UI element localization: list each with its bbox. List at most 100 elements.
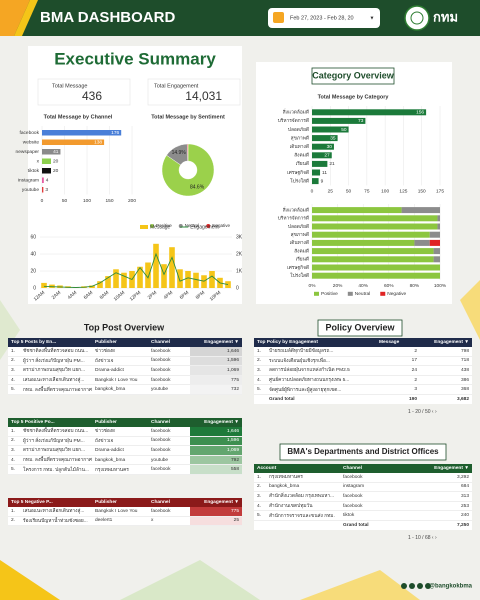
legend-label: Negative xyxy=(212,223,230,228)
data-table: Top 5 Positive Po... Publisher Channel Enga… xyxy=(8,418,242,475)
column-header[interactable]: Engagement ▼ xyxy=(190,418,242,427)
pager-prev[interactable]: ‹ xyxy=(430,535,435,541)
logo-text: กทม xyxy=(433,9,458,24)
x-tick-label: 125 xyxy=(399,189,407,195)
bar-segment xyxy=(437,215,440,222)
header-row: Top 5 Negative P... Publisher Channel Engag… xyxy=(8,498,242,507)
logo-emblem xyxy=(410,11,424,25)
table-cell: 2. xyxy=(8,436,20,447)
x-tick-label: 150 xyxy=(105,198,113,204)
column-header[interactable]: Engagement ▼ xyxy=(190,338,243,347)
date-range: Feb 27, 2023 - Feb 28, 20 xyxy=(290,15,354,21)
y-tick-label: youtube xyxy=(22,187,39,193)
bar-segment xyxy=(401,207,440,214)
y-tick-label: สังคมดี xyxy=(294,152,309,159)
y-tick-label: 40 xyxy=(30,251,36,257)
table-row: 2. ร้องเรียนปัญหาน้ำท่วมขังซอย... deelert1… xyxy=(8,516,242,527)
table-cell: กทม. ลงพื้นที่ตรวจคุณภาพอากาศ... xyxy=(20,384,93,395)
table-row: 1. เสนอแนะทางเลือกเดินทางสู่... Bangkok I … xyxy=(8,507,242,517)
header-row: Top 5 Posts by En... Publisher Channel Enga… xyxy=(8,338,243,347)
table-cell: facebook xyxy=(340,501,417,512)
bar xyxy=(312,126,349,133)
table-cell: ผู้ว่าฯ สั่งเร่งแก้ปัญหาฝุ่น PM... xyxy=(20,356,93,367)
category-title-box xyxy=(311,67,395,85)
y-tick-label: สุขภาพดี xyxy=(291,134,309,141)
logo-emblem xyxy=(404,5,430,31)
table-cell: สำนักงานเขตปทุมวัน xyxy=(266,501,341,512)
bar xyxy=(193,272,199,288)
table-cell: facebook xyxy=(148,445,190,456)
bar xyxy=(42,139,105,145)
table-cell: 4. xyxy=(8,455,20,466)
bar xyxy=(97,281,103,288)
x-tick-label: 6PM xyxy=(179,290,190,301)
table-row: 2. bangkok_bma instagram 684 xyxy=(254,482,473,493)
table-cell: 438 xyxy=(420,365,473,376)
date-picker[interactable] xyxy=(268,8,380,28)
bar xyxy=(105,276,111,288)
table-row: 1. กรุงเทพมหานคร facebook 3,292 xyxy=(254,473,473,483)
x-tick-label: 2AM xyxy=(51,290,62,301)
table-cell: facebook xyxy=(148,464,190,475)
legend-swatch xyxy=(140,225,148,229)
data-label: 30 xyxy=(327,144,333,150)
table-cell: ชัชชาติลงพื้นที่ตรวจสอบ ถนน... xyxy=(20,427,92,437)
pager-next[interactable]: › xyxy=(434,535,437,541)
column-header[interactable]: Engagement ▼ xyxy=(416,464,473,473)
kpi-box xyxy=(147,78,241,106)
column-header: Publisher xyxy=(92,338,149,347)
table-row: 4. ศูนย์ความปลอดภัยทางถนนกรุงเทพ 5... 2 386 xyxy=(254,375,473,386)
table-cell: Drama-addict xyxy=(92,365,149,376)
legend-swatch xyxy=(150,224,154,228)
table-cell xyxy=(254,394,266,403)
column-header: Account xyxy=(254,464,341,473)
data-label: 73 xyxy=(358,118,364,124)
table-cell: 17 xyxy=(376,356,421,367)
decor xyxy=(0,300,20,360)
table-cell: จัดศูนย์ผู้พิการและผู้สูงอายุทุกเขต... xyxy=(266,384,377,395)
bar-segment xyxy=(312,231,430,238)
column-header[interactable]: Engagement ▼ xyxy=(190,498,242,507)
social-icon[interactable] xyxy=(401,583,407,589)
table-cell: ลดการปล่อยฝุ่นจากแหล่งกำเนิด PM2.5 xyxy=(266,365,377,376)
table-cell: 1,596 xyxy=(190,436,242,447)
x-tick-label: 100% xyxy=(434,283,447,289)
table-cell: facebook xyxy=(148,375,191,386)
column-header: Channel xyxy=(340,464,417,473)
x-tick-label: 0% xyxy=(309,283,317,289)
section-title: Policy Overview xyxy=(325,322,395,332)
column-header: Channel xyxy=(148,418,190,427)
bar-segment xyxy=(429,231,440,238)
y-tick-label: ปลอดภัยดี xyxy=(288,126,309,133)
column-header[interactable]: Engagement ▼ xyxy=(420,338,473,347)
social-icon[interactable] xyxy=(425,583,431,589)
social-icon[interactable] xyxy=(417,583,423,589)
legend-swatch xyxy=(206,224,211,228)
bar-segment xyxy=(414,239,430,246)
y-tick-label: เดินทางดี xyxy=(290,143,309,150)
bar xyxy=(153,243,159,288)
social-icon[interactable] xyxy=(409,583,415,589)
data-table: Top Policy by Engagement Message Engagemen… xyxy=(254,338,473,404)
legend-label: Neutral xyxy=(355,291,370,297)
table-cell: ถังข่าวเจ xyxy=(92,436,148,447)
bar xyxy=(169,247,175,288)
y-tick-label: เรียนดี xyxy=(296,160,309,167)
section-title: BMA's Departments and District Offices xyxy=(287,447,439,456)
table-cell: สำนักการจราจรและขนส่ง กทม. xyxy=(266,510,341,521)
table-row: 4. สำนักงานเขตปทุมวัน facebook 253 xyxy=(254,501,473,512)
table-cell: 3. xyxy=(254,365,266,376)
decor xyxy=(300,570,420,600)
x-tick-label: 0 xyxy=(41,198,44,204)
legend-label: Negative xyxy=(387,291,406,297)
table-cell: 2. xyxy=(8,516,20,527)
bar-segment xyxy=(312,256,434,263)
pager-prev[interactable]: ‹ xyxy=(430,409,435,415)
kpi-box xyxy=(37,78,131,106)
kpi-value: 436 xyxy=(82,89,102,103)
data-table: Top 5 Posts by En... Publisher Channel Enga… xyxy=(8,338,243,395)
pager-next[interactable]: › xyxy=(434,409,437,415)
bar xyxy=(42,158,51,164)
